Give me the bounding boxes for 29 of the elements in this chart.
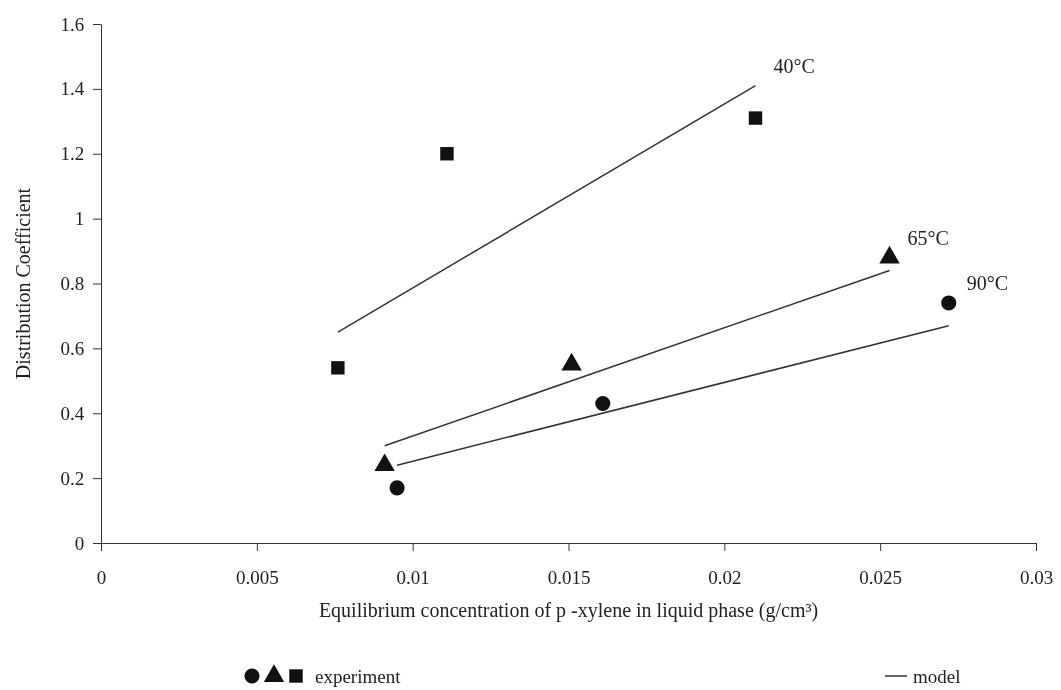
point: [941, 295, 957, 311]
point: [748, 111, 763, 125]
y-tick-label: 1.4: [60, 78, 85, 100]
point: [331, 361, 345, 375]
y-axis-title: Distribution Coefficient: [12, 187, 34, 380]
x-tick-label: 0.015: [547, 567, 591, 589]
y-tick-label: 0.6: [60, 337, 85, 359]
annotation: 90°C: [966, 271, 1009, 294]
y-tick-label: 0.2: [60, 467, 85, 489]
x-tick-label: 0.01: [396, 567, 430, 589]
x-tick-label: 0.03: [1019, 567, 1054, 589]
point: [440, 147, 454, 161]
point: [595, 395, 611, 412]
x-tick-label: 0: [96, 567, 107, 589]
y-tick-label: 0.4: [60, 402, 85, 424]
annotation: 65°C: [907, 226, 949, 249]
x-tick-label: 0.005: [235, 567, 279, 589]
legend-label: model: [913, 665, 961, 687]
y-tick-label: 1.2: [60, 143, 85, 165]
y-tick-label: 0: [74, 532, 85, 554]
x-tick-label: 0.025: [859, 567, 903, 589]
y-tick-label: 1.6: [60, 13, 85, 35]
annotation: 40°C: [773, 54, 815, 77]
legend-label: experiment: [315, 665, 402, 687]
y-tick-label: 1: [74, 208, 85, 230]
x-tick-label: 0.02: [708, 567, 742, 589]
y-tick-label: 0.8: [60, 273, 85, 295]
x-axis-title: Equilibrium concentration of p -xylene in liquid phase (g/cm³): [318, 599, 819, 622]
point: [389, 480, 405, 496]
